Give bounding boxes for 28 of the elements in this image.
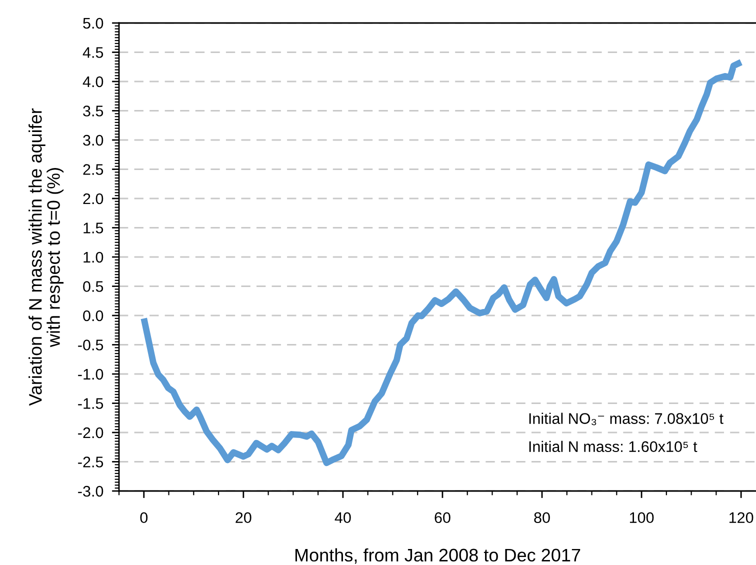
y-tick-label: 2.5 — [83, 164, 104, 175]
y-tick-label: 5.0 — [83, 18, 104, 29]
y-tick-label: 0.5 — [83, 281, 104, 292]
x-tick-label: 0 — [140, 512, 148, 524]
x-axis-title: Months, from Jan 2008 to Dec 2017 — [295, 548, 580, 564]
y-tick-label: -2.0 — [78, 427, 104, 438]
y-tick-label: 1.5 — [84, 222, 104, 234]
y-tick-label: -3.0 — [78, 486, 104, 497]
y-tick-label: 0.0 — [83, 310, 104, 322]
x-tick-label: 60 — [434, 512, 450, 524]
y-tick-label: 4.5 — [82, 47, 104, 58]
annotation: Initial NO₃⁻ mass: 7.08x10⁵ t — [529, 412, 724, 426]
y-tick-label: -1.0 — [78, 368, 104, 380]
x-tick-label: 120 — [729, 512, 754, 524]
y-tick-label: -2.5 — [78, 456, 104, 468]
y-tick-label: -0.5 — [78, 340, 104, 350]
annotation: Initial N mass: 1.60x10⁵ t — [529, 440, 698, 452]
x-tick-label: 80 — [534, 512, 550, 524]
y-tick-label: 3.5 — [83, 106, 104, 116]
y-tick-label: 1.0 — [84, 252, 104, 263]
y-tick-label: -1.5 — [78, 398, 104, 409]
y-tick-label: 4.0 — [82, 76, 104, 88]
x-tick-label: 20 — [236, 512, 252, 524]
x-tick-label: 100 — [630, 512, 654, 524]
y-axis-title: Variation of N mass within the aquifer with respect to t=0 (%) — [28, 108, 64, 406]
x-tick-label: 40 — [334, 512, 351, 524]
y-tick-label: 3.0 — [83, 134, 104, 146]
y-tick-label: 2.0 — [83, 193, 104, 204]
